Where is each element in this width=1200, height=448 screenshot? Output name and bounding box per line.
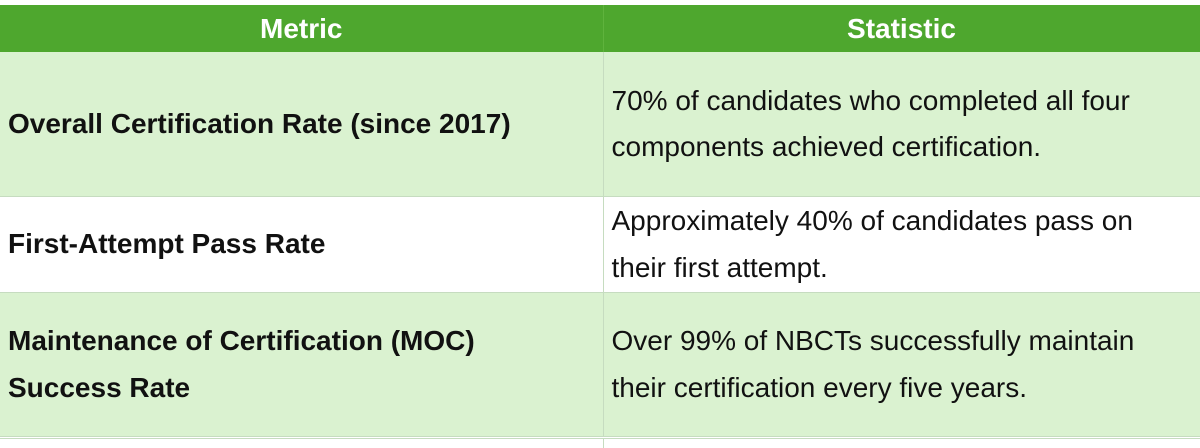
header-cell: Metric xyxy=(0,5,604,52)
table-row: Overall Certification Rate (since 2017) … xyxy=(0,52,1200,197)
stats-table: Metric Statistic Overall Certification R… xyxy=(0,5,1200,437)
statistic-cell: 70% of candidates who completed all four… xyxy=(603,52,1200,197)
statistic-cell: Approximately 40% of candidates pass on … xyxy=(603,196,1200,293)
metric-cell: Maintenance of Certification (MOC) Succe… xyxy=(0,292,604,437)
table-wrap: Metric Statistic Overall Certification R… xyxy=(0,5,1200,437)
metric-cell: Overall Certification Rate (since 2017) xyxy=(0,52,604,197)
table-row: First-Attempt Pass Rate Approximately 40… xyxy=(0,196,1200,293)
empty-row xyxy=(0,438,1200,448)
header-cell: Statistic xyxy=(603,5,1200,52)
metric-cell: First-Attempt Pass Rate xyxy=(0,196,604,293)
cell-border xyxy=(603,439,604,448)
table-row: Maintenance of Certification (MOC) Succe… xyxy=(0,292,1200,437)
statistic-cell: Over 99% of NBCTs successfully maintain … xyxy=(603,292,1200,437)
header-row: Metric Statistic xyxy=(0,5,1200,52)
